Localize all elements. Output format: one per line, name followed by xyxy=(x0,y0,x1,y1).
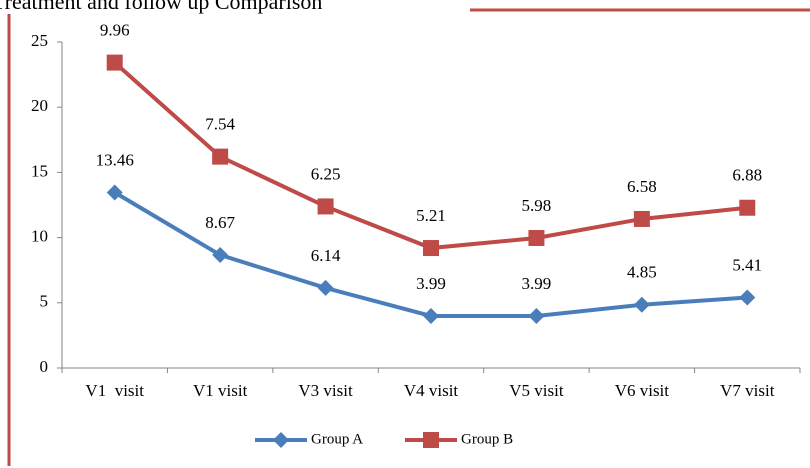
data-label: 13.46 xyxy=(96,150,134,169)
chart-title: Treatment and follow up Comparison xyxy=(0,0,322,14)
marker xyxy=(633,210,650,227)
data-label: 3.99 xyxy=(522,274,552,293)
marker xyxy=(317,198,334,215)
marker xyxy=(528,307,545,324)
marker xyxy=(423,432,439,448)
x-tick-label: V7 visit xyxy=(720,381,775,400)
data-label: 5.98 xyxy=(522,196,552,215)
marker xyxy=(739,199,756,216)
data-label: 5.21 xyxy=(416,206,446,225)
marker xyxy=(633,296,650,313)
x-tick-label: V5 visit xyxy=(509,381,564,400)
marker xyxy=(423,240,439,257)
data-label: 9.96 xyxy=(100,21,130,40)
marker xyxy=(212,246,229,263)
marker xyxy=(273,432,289,448)
marker xyxy=(317,279,334,296)
marker xyxy=(106,184,123,201)
y-tick-label: 25 xyxy=(31,31,48,50)
x-tick-label: V4 visit xyxy=(404,381,459,400)
legend-label: Group B xyxy=(461,431,513,447)
data-label: 7.54 xyxy=(205,115,235,134)
marker xyxy=(739,289,756,306)
data-label: 6.88 xyxy=(732,166,762,185)
title-backdrop xyxy=(0,0,470,14)
x-tick-label: V3 visit xyxy=(298,381,353,400)
data-label: 6.25 xyxy=(311,164,341,183)
marker xyxy=(528,229,545,246)
y-tick-label: 10 xyxy=(31,227,48,246)
y-tick-label: 5 xyxy=(40,292,49,311)
y-tick-label: 20 xyxy=(31,96,48,115)
y-tick-label: 0 xyxy=(40,357,49,376)
legend-label: Group A xyxy=(311,431,363,447)
x-tick-label: V1 visit xyxy=(85,381,144,400)
data-label: 4.85 xyxy=(627,263,657,282)
x-tick-label: V6 visit xyxy=(615,381,670,400)
data-label: 5.41 xyxy=(732,255,762,274)
marker xyxy=(212,148,229,165)
data-label: 6.14 xyxy=(311,246,341,265)
data-label: 6.58 xyxy=(627,177,657,196)
y-tick-label: 15 xyxy=(31,161,48,180)
data-label: 8.67 xyxy=(205,213,235,232)
data-label: 3.99 xyxy=(416,274,446,293)
marker xyxy=(423,307,439,324)
x-tick-label: V1 visit xyxy=(193,381,248,400)
marker xyxy=(106,54,123,71)
